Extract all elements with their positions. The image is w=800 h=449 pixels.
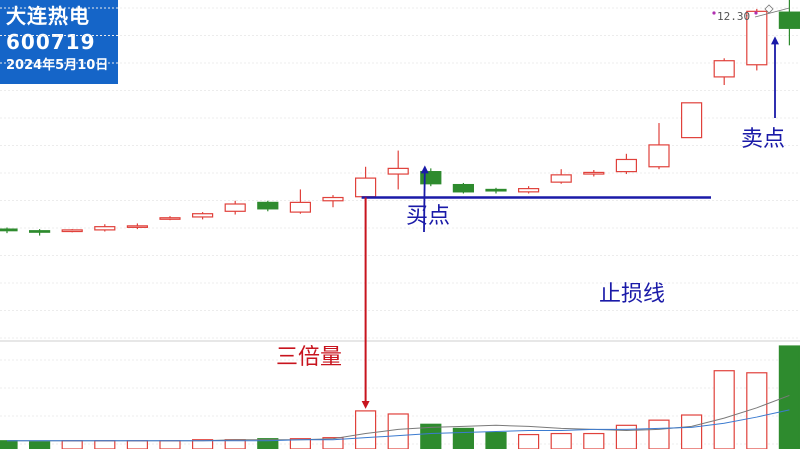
volume-bar — [355, 410, 377, 449]
volume-bar — [648, 419, 670, 449]
stock-code: 600719 — [6, 30, 96, 54]
volume-bar — [452, 427, 474, 449]
candle-body — [746, 10, 768, 66]
volume-ma-line — [7, 409, 790, 442]
volume-bar — [550, 432, 572, 449]
candle-body — [192, 213, 214, 218]
volume-bar — [746, 372, 768, 449]
volume-bar — [61, 440, 83, 449]
candle-body — [680, 102, 703, 139]
volume-bar — [94, 440, 116, 449]
volume-bar — [485, 431, 507, 449]
candle-body — [224, 203, 246, 212]
volume-bar — [257, 438, 279, 449]
candle-body — [322, 196, 344, 202]
high-price-dot — [754, 11, 758, 15]
volume-bar — [387, 413, 409, 449]
volume-bar — [29, 441, 51, 449]
volume-bar — [583, 432, 605, 449]
stop-loss-line-label: 止损线 — [599, 282, 666, 307]
high-price-leader — [754, 7, 790, 18]
candle-body — [550, 174, 572, 183]
high-price-readout: 12.30 — [717, 10, 751, 23]
candle-body — [648, 144, 670, 168]
candle-body — [778, 11, 800, 29]
volume-bar — [778, 345, 800, 449]
candle-body — [257, 201, 279, 210]
volume-bar — [289, 438, 311, 449]
volume-bar — [0, 440, 18, 449]
stock-date: 2024年5月10日 — [6, 58, 109, 73]
candle-body — [289, 201, 311, 213]
stock-info-panel: 大连热电 600719 2024年5月10日 — [0, 0, 118, 84]
candle-body — [355, 177, 377, 198]
buy-point-label: 买点 — [406, 204, 451, 229]
candle-body — [387, 167, 409, 175]
volume-bar — [192, 439, 214, 449]
candle-body — [420, 171, 442, 185]
candle-body — [452, 183, 474, 193]
volume-bar — [126, 440, 149, 449]
volume-bar — [517, 433, 540, 449]
buy-point-arrow — [420, 165, 429, 233]
sell-point-label: 卖点 — [741, 127, 786, 152]
volume-bar — [322, 437, 344, 449]
candle-body — [713, 60, 735, 78]
candle-body — [94, 226, 116, 231]
candle-body — [126, 225, 149, 228]
candle-body — [61, 229, 83, 233]
candle-body — [0, 228, 18, 232]
triple-volume-label: 三倍量 — [276, 345, 343, 370]
candle-body — [517, 188, 540, 193]
volume-bar — [159, 440, 181, 449]
volume-bar — [680, 414, 703, 449]
candle-body — [29, 230, 51, 233]
candle-body — [159, 217, 181, 220]
candle-body — [583, 171, 605, 175]
candle-body — [485, 188, 507, 192]
volume-bar — [713, 370, 735, 449]
stock-name: 大连热电 — [6, 4, 90, 28]
candle-body — [615, 158, 638, 173]
high-price-marker — [764, 4, 774, 14]
high-price-dot — [712, 11, 716, 15]
